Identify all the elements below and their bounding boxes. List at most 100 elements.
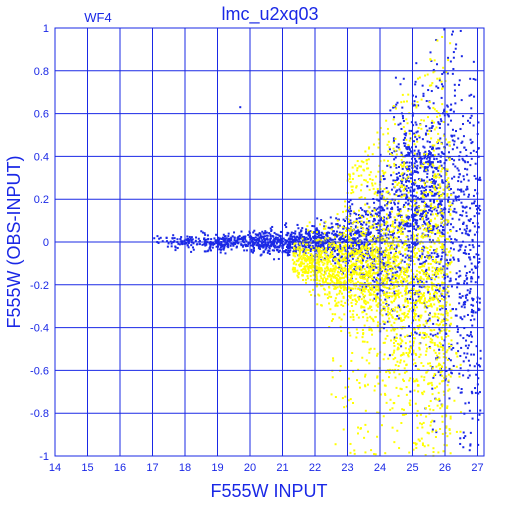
blue-data-point	[436, 212, 439, 215]
blue-data-point	[410, 186, 413, 189]
yellow-data-point	[444, 263, 447, 266]
yellow-data-point	[366, 301, 369, 304]
blue-data-point	[399, 190, 402, 193]
blue-data-point	[358, 268, 361, 271]
yellow-data-point	[374, 315, 377, 318]
yellow-data-point	[391, 292, 394, 295]
yellow-data-point	[292, 252, 295, 255]
blue-data-point	[435, 157, 438, 160]
blue-data-point	[268, 246, 271, 249]
yellow-data-point	[373, 272, 376, 275]
yellow-data-point	[406, 269, 409, 272]
blue-data-point	[402, 184, 405, 187]
yellow-data-point	[405, 276, 408, 279]
blue-data-point	[446, 72, 449, 75]
blue-data-point	[260, 253, 263, 256]
blue-data-point	[456, 286, 459, 289]
blue-data-point	[466, 289, 469, 292]
yellow-data-point	[408, 351, 411, 354]
yellow-data-point	[448, 330, 451, 333]
yellow-data-point	[309, 261, 312, 264]
yellow-data-point	[422, 331, 425, 334]
yellow-data-point	[412, 344, 415, 347]
blue-data-point	[437, 121, 440, 124]
blue-data-point	[406, 196, 409, 199]
yellow-data-point	[424, 319, 427, 322]
blue-data-point	[410, 121, 413, 124]
yellow-data-point	[400, 158, 403, 161]
blue-data-point	[470, 353, 473, 356]
blue-data-point	[407, 199, 410, 202]
yellow-data-point	[423, 306, 426, 309]
blue-data-point	[441, 214, 444, 217]
blue-data-point	[349, 289, 352, 292]
yellow-data-point	[351, 264, 354, 267]
yellow-data-point	[332, 264, 335, 267]
yellow-data-point	[433, 176, 436, 179]
yellow-data-point	[352, 318, 355, 321]
yellow-data-point	[390, 269, 393, 272]
yellow-data-point	[382, 232, 385, 235]
yellow-data-point	[293, 261, 296, 264]
blue-data-point	[266, 238, 269, 241]
yellow-data-point	[416, 379, 419, 382]
yellow-data-point	[422, 323, 425, 326]
blue-data-point	[473, 225, 476, 228]
yellow-data-point	[386, 296, 389, 299]
blue-data-point	[471, 239, 474, 242]
yellow-data-point	[429, 245, 432, 248]
yellow-data-point	[437, 276, 440, 279]
blue-data-point	[413, 169, 416, 172]
yellow-data-point	[429, 298, 432, 301]
yellow-data-point	[427, 262, 430, 265]
blue-data-point	[461, 205, 464, 208]
blue-data-point	[262, 235, 265, 238]
yellow-data-point	[432, 207, 435, 210]
yellow-data-point	[399, 261, 402, 264]
yellow-data-point	[417, 227, 420, 230]
yellow-data-point	[367, 307, 370, 310]
yellow-data-point	[366, 264, 369, 267]
yellow-data-point	[396, 342, 399, 345]
blue-data-point	[187, 246, 190, 249]
yellow-data-point	[397, 243, 400, 246]
blue-data-point	[358, 245, 361, 248]
blue-data-point	[387, 233, 390, 236]
blue-data-point	[355, 217, 358, 220]
blue-data-point	[409, 190, 412, 193]
yellow-data-point	[448, 263, 451, 266]
yellow-data-point	[383, 238, 386, 241]
blue-data-point	[461, 295, 464, 298]
blue-data-point	[391, 275, 394, 278]
blue-data-point	[305, 228, 308, 231]
blue-data-point	[423, 189, 426, 192]
blue-data-point	[457, 176, 460, 179]
blue-data-point	[447, 151, 450, 154]
blue-data-point	[437, 356, 440, 359]
yellow-data-point	[396, 225, 399, 228]
blue-data-point	[397, 177, 400, 180]
blue-data-point	[230, 236, 233, 239]
yellow-data-point	[380, 250, 383, 253]
yellow-data-point	[416, 300, 419, 303]
yellow-data-point	[317, 261, 320, 264]
blue-data-point	[363, 243, 366, 246]
blue-data-point	[403, 306, 406, 309]
yellow-data-point	[387, 266, 390, 269]
blue-data-point	[442, 344, 445, 347]
yellow-data-point	[365, 243, 368, 246]
yellow-data-point	[382, 358, 385, 361]
yellow-data-point	[360, 262, 363, 265]
blue-data-point	[354, 265, 357, 268]
yellow-data-point	[356, 250, 359, 253]
blue-data-point	[469, 287, 472, 290]
blue-data-point	[440, 175, 443, 178]
blue-data-point	[448, 208, 451, 211]
blue-data-point	[311, 245, 314, 248]
blue-data-point	[461, 318, 464, 321]
yellow-data-point	[403, 242, 406, 245]
blue-data-point	[258, 239, 261, 242]
yellow-data-point	[399, 308, 402, 311]
yellow-data-point	[307, 267, 310, 270]
blue-data-point	[453, 83, 456, 86]
